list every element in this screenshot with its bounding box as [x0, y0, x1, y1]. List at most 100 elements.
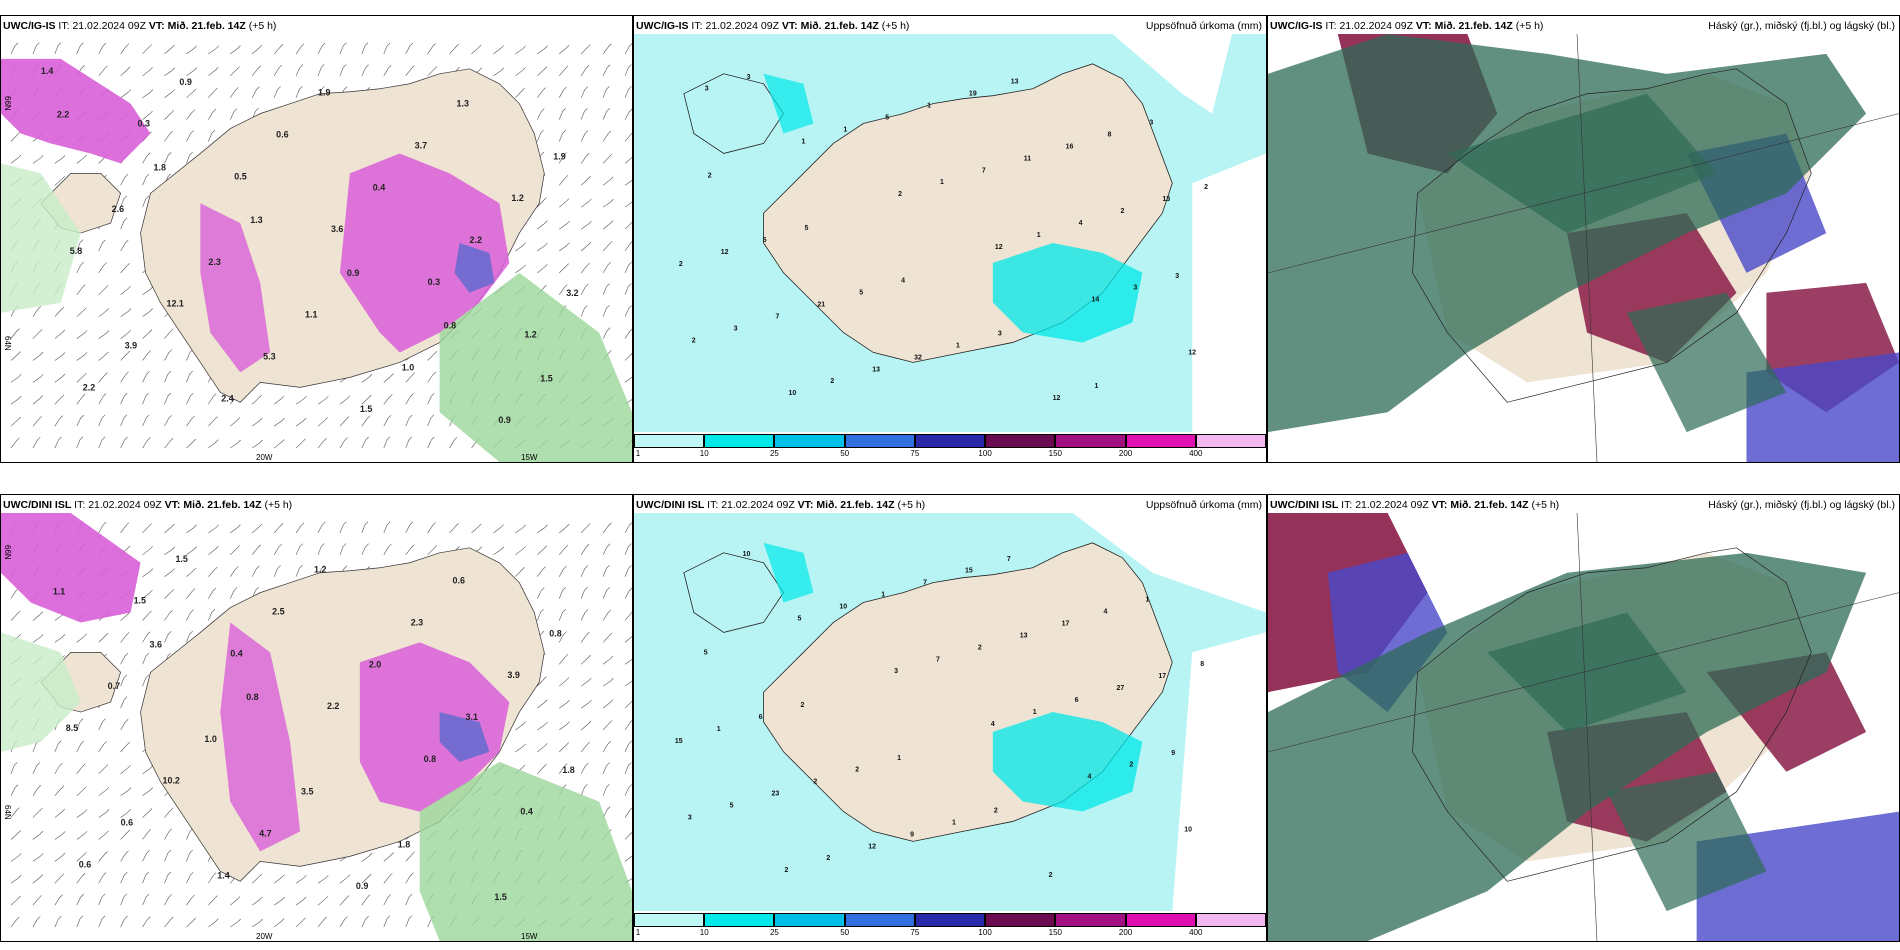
wind-barb [580, 677, 592, 687]
forecast-offset: (+5 h) [1531, 499, 1560, 511]
vt-time: Mið. 21.feb. 14Z [800, 20, 879, 32]
precip-value-label: 0.9 [179, 77, 191, 87]
precip-value-label: 2 [1204, 184, 1208, 191]
wind-barb [208, 566, 218, 577]
wind-barb [142, 414, 150, 427]
map-svg [1268, 513, 1899, 941]
it-time: 21.02.2024 09Z [72, 20, 146, 32]
wind-barb [515, 88, 525, 98]
precip-value-label: 0.3 [138, 119, 150, 129]
wind-barb [230, 45, 241, 55]
precip-value-label: 5 [704, 649, 708, 656]
wind-barb [76, 352, 88, 361]
wind-barb [427, 371, 436, 383]
wind-barb [405, 436, 413, 449]
lat-label-64n: 64N [3, 805, 12, 820]
wind-barb [120, 653, 129, 665]
wind-barb [515, 45, 526, 55]
vt-label: VT: [164, 499, 181, 511]
wind-barb [361, 543, 369, 555]
wind-barb [602, 784, 610, 796]
precip-value-label: 0.8 [549, 628, 561, 638]
wind-barb [208, 895, 218, 906]
panel-cloud-cover-igis: UWC/IG-IS IT: 21.02.2024 09Z VT: Mið. 21… [1267, 15, 1900, 463]
precip-value-label: 1 [1145, 597, 1149, 604]
wind-barb [602, 565, 610, 577]
precip-value-label: 17 [1158, 673, 1166, 680]
wind-barb [515, 67, 526, 77]
wind-barb [98, 787, 110, 796]
wind-barb [76, 284, 86, 295]
precip-value-label: 0.6 [121, 818, 133, 828]
wind-barb [120, 742, 130, 753]
wind-barb [273, 565, 281, 577]
precip-value-label: 2 [800, 702, 804, 709]
wind-barb [54, 42, 62, 55]
colorbar-tick-label: 75 [910, 928, 920, 937]
colorbar-swatch [774, 434, 845, 448]
it-time: 21.02.2024 09Z [705, 20, 779, 32]
wind-barb [54, 394, 65, 405]
wind-barb [230, 896, 241, 906]
wind-barb [515, 524, 526, 534]
wind-barb [186, 130, 194, 142]
wind-barb [559, 220, 570, 230]
lat-label-66n: 66N [3, 545, 12, 560]
wind-barb [602, 220, 614, 230]
wind-barb [383, 873, 393, 884]
precip-value-label: 3.2 [566, 288, 578, 298]
wind-barb [537, 66, 548, 77]
model-name: UWC/DINI ISL [1270, 499, 1339, 511]
wind-barb [295, 395, 307, 405]
precip-value-label: 5 [804, 225, 808, 232]
wind-barb [186, 917, 197, 928]
wind-barb [361, 521, 369, 534]
wind-barb [317, 521, 326, 534]
wind-barb [602, 522, 612, 534]
wind-barb [142, 916, 151, 928]
wind-barb [405, 893, 413, 906]
precip-value-label: 7 [776, 314, 780, 321]
forecast-offset: (+5 h) [897, 499, 926, 511]
wind-barb [54, 915, 62, 928]
wind-barb [405, 544, 415, 555]
precip-value-label: 7 [1007, 556, 1011, 563]
wind-barb [559, 263, 569, 274]
wind-barb [251, 65, 261, 76]
wind-barb [602, 108, 610, 120]
panel-accum-precip-igis: UWC/IG-IS IT: 21.02.2024 09Z VT: Mið. 21… [633, 15, 1267, 463]
wind-barb [602, 741, 611, 753]
wind-barb [208, 524, 219, 534]
wind-barb [624, 740, 632, 753]
wind-barb [230, 524, 241, 534]
wind-barb [142, 173, 150, 186]
wind-barb [76, 740, 85, 753]
wind-barb [142, 67, 153, 77]
wind-barb [383, 415, 392, 427]
wind-barb [493, 524, 504, 534]
wind-barb [10, 154, 22, 164]
precip-value-label: 1.9 [553, 151, 565, 161]
wind-barb [164, 130, 173, 142]
wind-barb [98, 42, 107, 55]
wind-barb [602, 677, 614, 687]
wind-barb [273, 896, 285, 906]
cloud-high-green-2 [1447, 93, 1717, 234]
wind-barb [164, 89, 175, 98]
precip-magenta-nw [1, 513, 141, 623]
wind-barb [120, 674, 128, 687]
wind-barb [54, 436, 62, 449]
wind-barb [120, 850, 129, 862]
wind-barb [76, 436, 84, 449]
wind-barb [98, 741, 107, 753]
precip-value-label: 1.2 [511, 193, 523, 203]
wind-barb [383, 373, 394, 383]
precip-value-label: 4.7 [259, 828, 271, 838]
wind-barb [54, 762, 63, 774]
wind-barb [273, 417, 285, 427]
wind-barb [208, 546, 219, 556]
iceland-coastline [1412, 547, 1812, 882]
wind-barb [98, 393, 107, 405]
wind-barb [120, 350, 131, 361]
wind-barb [580, 86, 589, 98]
